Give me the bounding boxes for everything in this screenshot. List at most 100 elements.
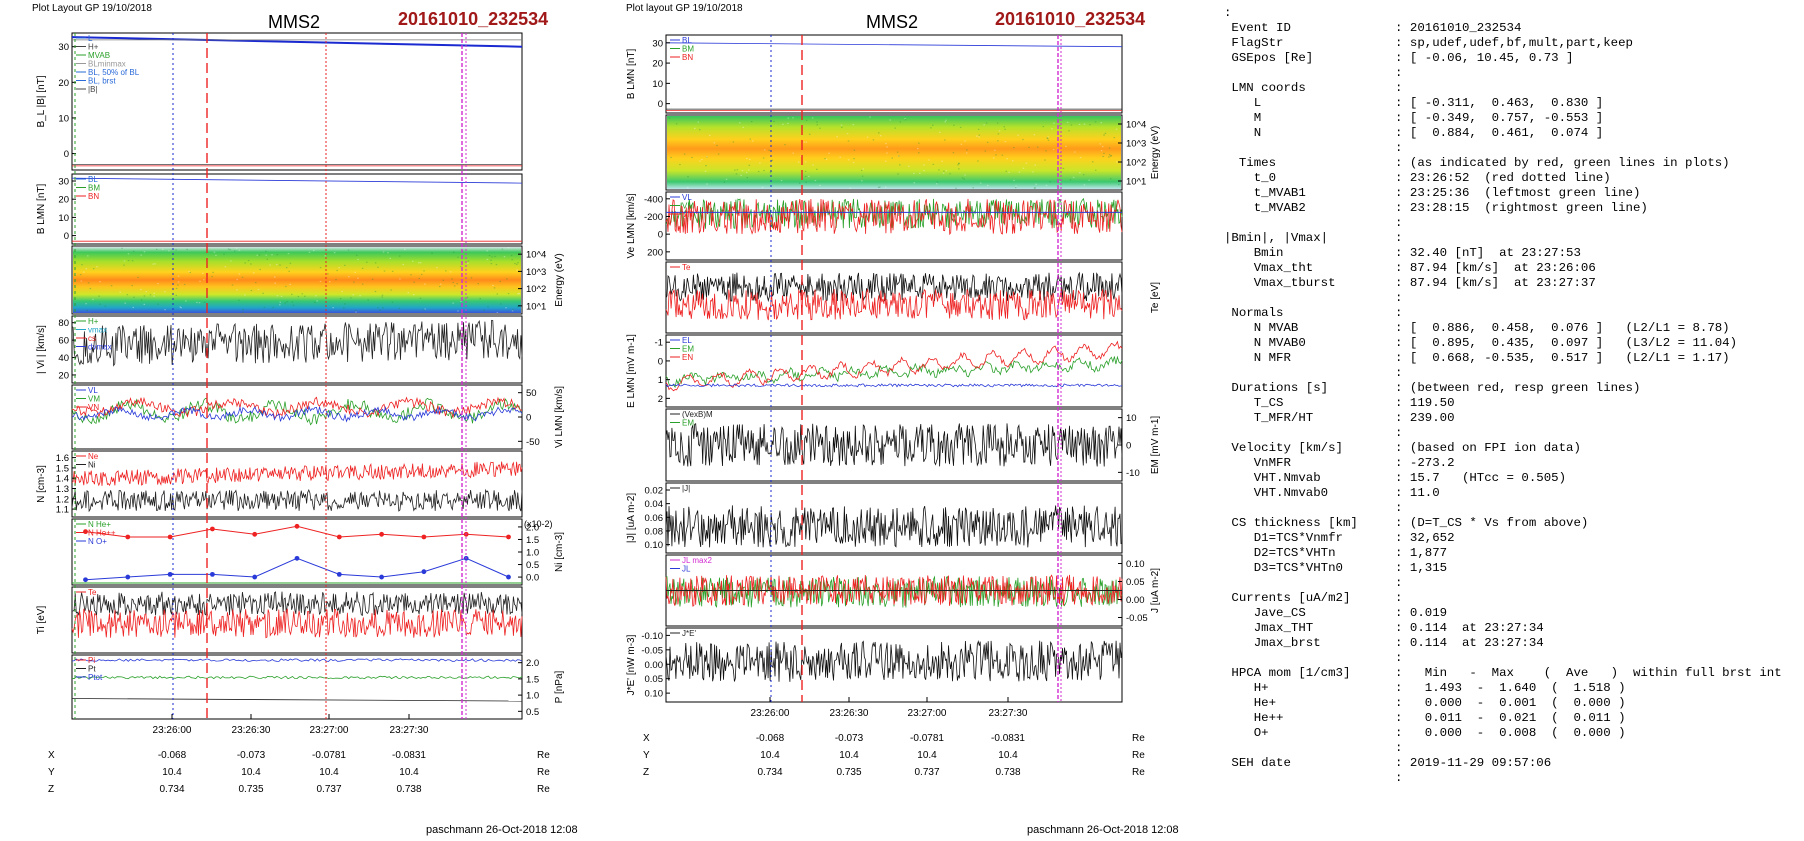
right-spectrogram-speckle — [1003, 126, 1005, 128]
right-spectrogram-speckle — [1100, 150, 1103, 152]
right-spectrogram-speckle — [918, 142, 920, 144]
right-spectrogram-speckle — [1108, 154, 1111, 156]
left-spectrogram-speckle — [189, 271, 191, 274]
right-ytick-right-label: 10^3 — [1126, 139, 1146, 150]
left-spectrogram-speckle — [289, 283, 291, 285]
left-spectrogram-speckle — [292, 304, 295, 306]
right-legend-label: J*E' — [682, 629, 696, 638]
left-spectrogram-speckle — [382, 251, 385, 253]
right-legend-label: BL — [682, 36, 692, 45]
right-spectrogram-speckle — [1013, 147, 1015, 149]
right-ytick-label: 200 — [647, 247, 663, 258]
right-orbit-value: -0.0781 — [910, 733, 944, 744]
right-spectrogram-speckle — [748, 158, 751, 161]
right-spectrogram-speckle — [828, 152, 830, 154]
left-spectrogram-speckle — [287, 252, 290, 255]
right-spectrogram-speckle — [966, 149, 968, 151]
right-spectrogram-speckle — [1095, 169, 1097, 171]
left-spectrogram-speckle — [157, 282, 159, 285]
left-legend-label: N O+ — [88, 537, 107, 546]
right-spectrogram-speckle — [995, 154, 997, 156]
left-spectrogram-speckle — [140, 299, 143, 301]
right-spectrogram-speckle — [798, 182, 801, 184]
right-spectrogram-speckle — [997, 133, 1000, 135]
right-spectrogram-speckle — [977, 160, 979, 162]
right-spectrogram-speckle — [816, 168, 818, 170]
left-spectrogram-speckle — [285, 267, 288, 269]
left-orbit-value: 0.738 — [396, 784, 421, 795]
right-series-line — [665, 640, 1123, 682]
right-spectrogram-speckle — [819, 184, 821, 187]
left-spectrogram-speckle — [286, 301, 288, 303]
right-spectrogram-speckle — [884, 186, 887, 188]
left-spectrogram-speckle — [457, 310, 459, 312]
left-spectrogram-speckle — [442, 279, 445, 281]
right-ytick-label: -0.05 — [641, 645, 663, 656]
left-panel-7: Ni [cm-3](x10-2)2.0 1.5 1.00.5 0.0 N He+N He… — [71, 518, 565, 586]
right-ytick-label: 2 — [658, 394, 663, 405]
left-orbit-value: -0.068 — [158, 750, 187, 761]
right-spectrogram-speckle — [805, 181, 807, 183]
left-spectrogram-speckle — [315, 295, 317, 297]
left-spectrogram-speckle — [314, 301, 316, 303]
right-spectrogram-speckle — [1046, 137, 1049, 140]
right-spectrogram-speckle — [746, 177, 749, 179]
summary-line: T_CS : 119.50 — [1224, 396, 1455, 410]
left-spectrogram-speckle — [424, 283, 426, 285]
summary-line: VHT.Nmvab : 15.7 (HTcc = 0.505) — [1224, 471, 1567, 485]
left-spectrogram-speckle — [110, 285, 113, 287]
left-spectrogram-speckle — [494, 255, 496, 258]
right-orbit-value: 0.735 — [836, 767, 861, 778]
right-spectrogram-speckle — [816, 124, 818, 126]
summary-line: : — [1224, 141, 1403, 155]
left-spectrogram-speckle — [419, 297, 422, 299]
left-ytick-label: 40 — [58, 353, 69, 364]
right-spectrogram-speckle — [740, 174, 742, 176]
left-spectrogram-speckle — [185, 300, 187, 302]
left-legend-label: Te — [88, 588, 97, 597]
right-spectrogram-speckle — [935, 183, 938, 185]
right-spectrogram-speckle — [814, 179, 817, 182]
left-spectrogram-speckle — [250, 263, 252, 265]
left-ytick-right-label: 10^2 — [526, 284, 546, 295]
left-spectrogram-speckle — [374, 290, 377, 293]
left-spectrogram-speckle — [85, 303, 87, 305]
summary-line: Durations [s] : (between red, resp green… — [1224, 381, 1641, 395]
summary-line: Currents [uA/m2] : — [1224, 591, 1403, 605]
right-spectrogram-speckle — [717, 153, 720, 155]
right-spectrogram-speckle — [1066, 121, 1069, 123]
right-spectrogram-speckle — [862, 168, 864, 170]
left-spectrogram-speckle — [203, 301, 206, 303]
right-spectrogram-speckle — [1110, 155, 1113, 157]
left-spectrogram-speckle — [354, 271, 356, 273]
left-spectrogram-speckle — [377, 307, 379, 309]
right-spectrogram-speckle — [878, 132, 880, 134]
right-spectrogram-speckle — [1032, 171, 1034, 173]
summary-line: VHT.Nmvab0 : 11.0 — [1224, 486, 1440, 500]
left-spectrogram-speckle — [404, 248, 406, 250]
left-spectrogram-speckle — [327, 273, 329, 275]
right-spectrogram-speckle — [1013, 179, 1015, 182]
right-spectrogram-speckle — [978, 136, 980, 138]
left-spectrogram-speckle — [137, 276, 139, 278]
left-legend-label: BN — [88, 192, 99, 201]
right-spectrogram-speckle — [1059, 180, 1061, 183]
left-orbit-label: X — [48, 750, 55, 761]
left-spectrogram-speckle — [398, 255, 401, 257]
left-spectrogram-speckle — [366, 261, 368, 263]
left-xtick-label: 23:27:00 — [310, 725, 349, 736]
right-spectrogram-speckle — [849, 187, 851, 189]
right-orbit-value: -0.073 — [835, 733, 864, 744]
left-spectrogram-speckle — [235, 247, 238, 249]
left-series-line — [71, 698, 523, 702]
right-spectrogram-speckle — [879, 186, 881, 188]
right-ytick-label: 0.08 — [645, 526, 664, 537]
right-ytick-label: 30 — [652, 38, 663, 49]
left-ytick-label: 30 — [58, 177, 69, 188]
right-spectrogram-speckle — [942, 172, 945, 174]
right-ytick-label: 0 — [658, 230, 663, 241]
right-spectrogram-speckle — [886, 152, 888, 154]
left-spectrogram-speckle — [352, 294, 355, 296]
left-spectrogram-speckle — [488, 255, 491, 257]
left-spectrogram-speckle — [180, 307, 182, 309]
